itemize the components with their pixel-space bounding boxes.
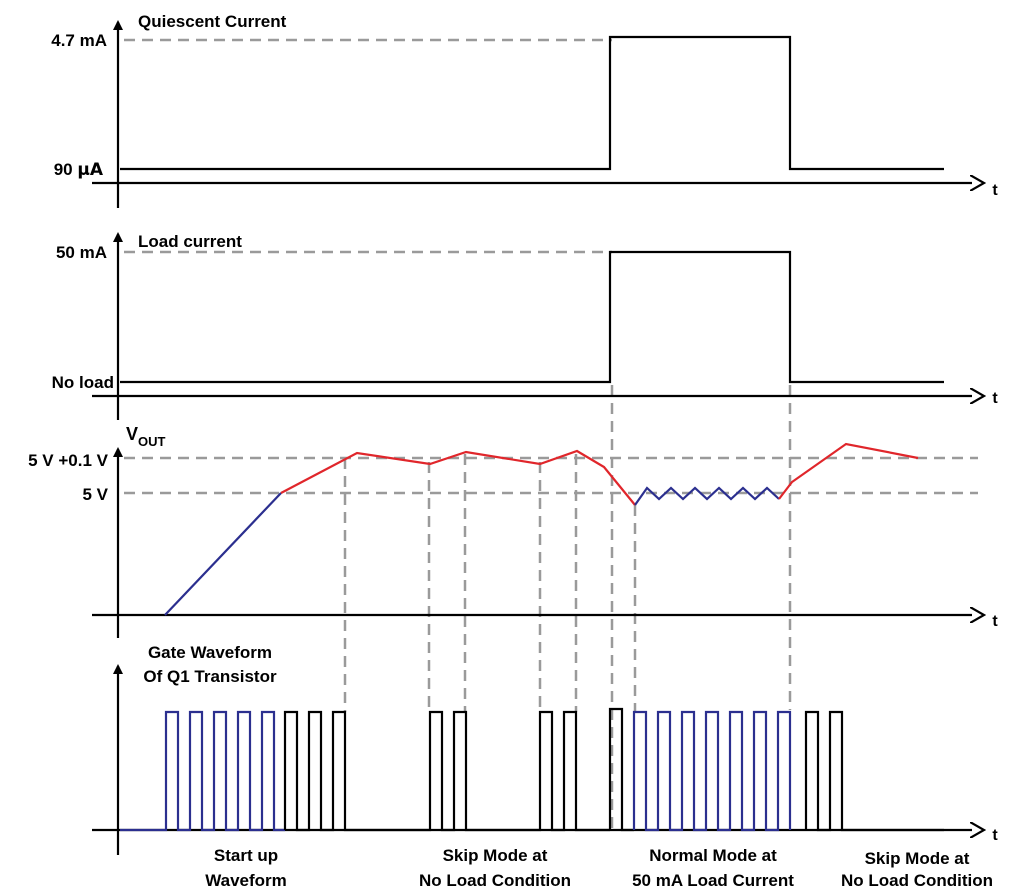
- quiescent-current-waveform: [120, 35, 944, 171]
- phase-label-skip2-line2: No Load Condition: [841, 871, 993, 890]
- quiescent-title: Quiescent Current: [138, 12, 287, 31]
- gate-pulse-normal-start: [608, 707, 634, 832]
- quiescent-high-label: 4.7 mA: [51, 31, 107, 50]
- gate-pulse-train-normal: [632, 710, 792, 832]
- reference-lines: [124, 38, 978, 828]
- load-t-label: t: [992, 390, 998, 407]
- gate-pulse-train-skip-2: [804, 710, 944, 832]
- phase-label-skip2-line1: Skip Mode at: [865, 849, 970, 868]
- load-low-label: No load: [52, 373, 114, 392]
- gate-pulse-train-skip-1: [283, 710, 610, 832]
- vout-title: VOUT: [126, 424, 166, 449]
- vout-title-sub: OUT: [138, 434, 166, 449]
- gate-title-line1: Gate Waveform: [148, 643, 272, 662]
- vout-recovery-trace: [778, 442, 919, 500]
- quiescent-t-label: t: [992, 182, 998, 199]
- load-title: Load current: [138, 232, 242, 251]
- phase-label-skip1-line2: No Load Condition: [419, 871, 571, 890]
- gate-pulse-train-startup: [120, 710, 285, 832]
- phase-label-normal-line2: 50 mA Load Current: [632, 871, 794, 890]
- axes: [92, 20, 972, 855]
- vout-startup-ramp: [164, 492, 282, 616]
- phase-label-normal-line1: Normal Mode at: [649, 846, 777, 865]
- vout-title-main: V: [126, 424, 138, 444]
- phase-label-skip1-line1: Skip Mode at: [443, 846, 548, 865]
- labels: Quiescent Current 4.7 mA 90 μA t Load cu…: [28, 12, 998, 890]
- phase-label-startup-line1: Start up: [214, 846, 278, 865]
- gate-pulses: [120, 707, 944, 832]
- vout-low-label: 5 V: [82, 485, 108, 504]
- vout-regulation-trace: [280, 449, 636, 506]
- quiescent-low-number: 90: [54, 160, 78, 179]
- vout-high-label: 5 V +0.1 V: [28, 451, 109, 470]
- gate-t-label: t: [992, 827, 998, 844]
- vout-ripple: [634, 486, 780, 506]
- phase-label-startup-line2: Waveform: [205, 871, 287, 890]
- load-high-label: 50 mA: [56, 243, 107, 262]
- quiescent-low-unit: μA: [77, 160, 104, 180]
- quiescent-low-label: 90 μA: [54, 160, 104, 180]
- gate-title-line2: Of Q1 Transistor: [143, 667, 277, 686]
- load-current-waveform: [120, 250, 944, 384]
- vout-t-label: t: [992, 613, 998, 630]
